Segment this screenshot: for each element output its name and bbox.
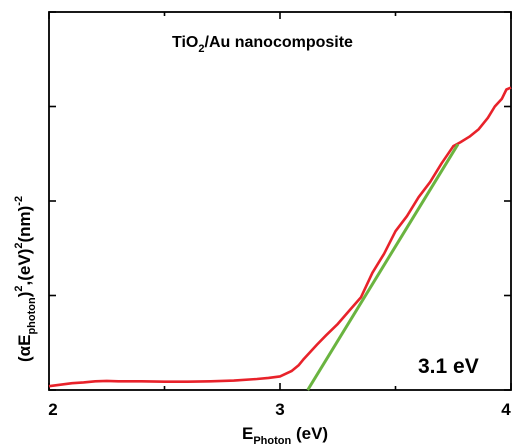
y-axis-label-part: (nm) xyxy=(15,206,34,243)
band-gap-annotation: 3.1 eV xyxy=(418,355,479,378)
x-tick-label: 3 xyxy=(275,400,284,419)
x-axis-label-subscript: Photon xyxy=(253,435,291,447)
chart-title-subscript: 2 xyxy=(198,43,204,55)
x-axis-ticks xyxy=(48,12,512,390)
x-axis-label-rest: (eV) xyxy=(291,424,328,443)
plot-frame xyxy=(48,11,512,391)
y-axis-label: (αEphoton)2,(eV)2(nm)-2 xyxy=(13,196,38,362)
chart-title-rest: /Au nanocomposite xyxy=(205,34,354,51)
series-layer xyxy=(48,86,512,391)
y-axis-label-superscript: 2 xyxy=(13,285,25,291)
absorption-curve xyxy=(48,86,512,388)
x-tick-label: 4 xyxy=(501,400,511,419)
x-tick-label: 2 xyxy=(48,400,57,419)
y-axis-label-part: ,(eV) xyxy=(15,249,34,286)
x-axis-label-main: E xyxy=(242,424,253,443)
y-axis-label-superscript: 2 xyxy=(13,243,25,249)
y-axis-label-subscript: photon xyxy=(26,297,38,335)
y-axis-ticks xyxy=(49,11,511,391)
chart-title-main: TiO xyxy=(172,34,198,51)
x-axis-label: EPhoton (eV) xyxy=(242,424,328,447)
tauc-fit-line xyxy=(306,143,460,391)
y-axis-label-superscript: -2 xyxy=(13,196,25,206)
chart-title: TiO2/Au nanocomposite xyxy=(172,34,353,55)
y-axis-label-part: ) xyxy=(15,292,34,298)
y-axis-label-part: (αE xyxy=(15,335,34,362)
